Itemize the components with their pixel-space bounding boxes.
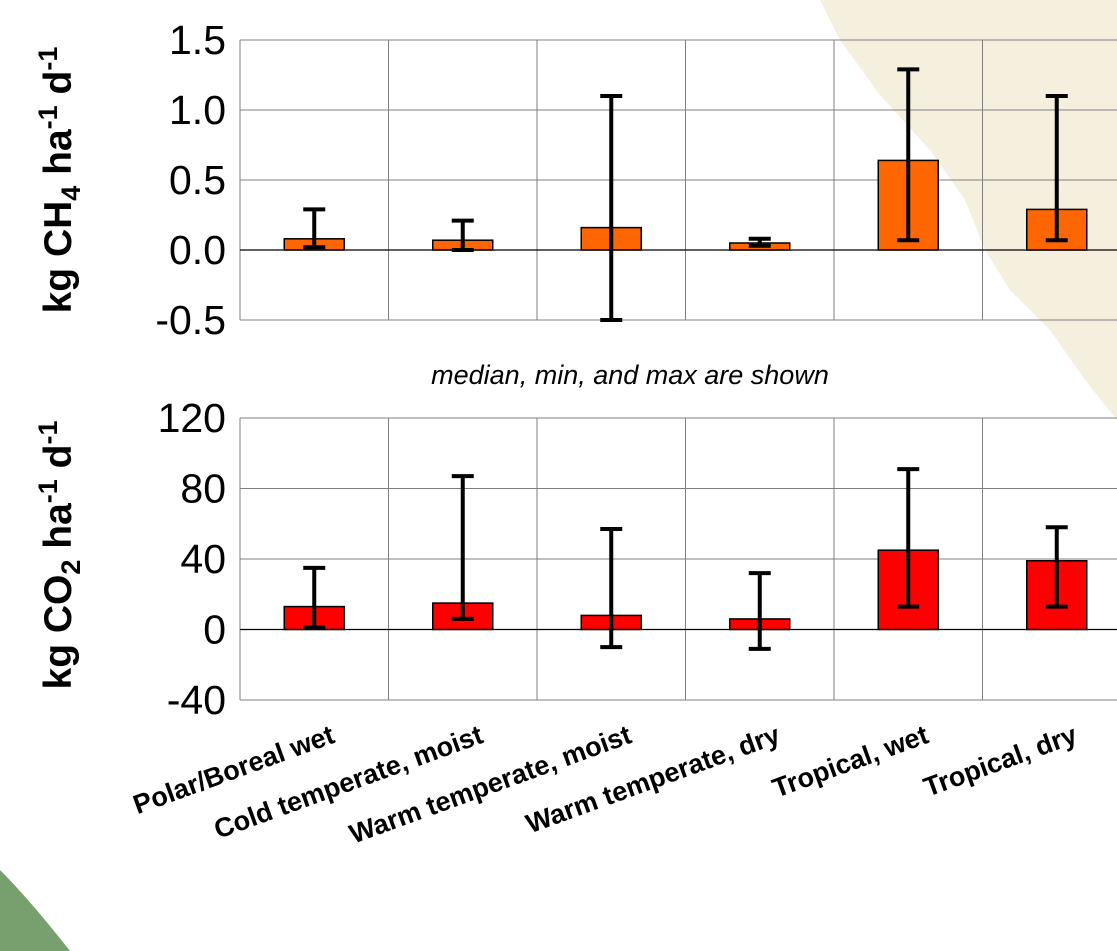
co2-ylabel-part: d bbox=[37, 445, 80, 480]
ch4-y-tick-label: -0.5 bbox=[155, 297, 226, 343]
co2-ylabel-part: ha bbox=[37, 503, 80, 560]
co2-ylabel-superscript: -1 bbox=[33, 421, 63, 445]
ch4-chart: -0.50.00.51.01.5 kg CH4 ha-1 d-1 bbox=[33, 17, 1117, 343]
background-land-shape bbox=[820, 0, 1117, 420]
co2-y-tick-label: 120 bbox=[158, 395, 226, 441]
ch4-ylabel-subscript: 4 bbox=[56, 186, 86, 201]
ch4-ylabel-superscript: -1 bbox=[33, 105, 63, 129]
ch4-error-bars bbox=[303, 67, 1068, 322]
co2-y-tick-label: -40 bbox=[167, 677, 226, 723]
co2-y-tick-label: 80 bbox=[180, 466, 226, 512]
x-category-label: Warm temperate, dry bbox=[522, 719, 784, 839]
chart-note: median, min, and max are shown bbox=[431, 360, 829, 390]
co2-ylabel-superscript: -1 bbox=[33, 479, 63, 503]
ch4-y-tick-label: 1.0 bbox=[169, 87, 226, 133]
co2-gridlines bbox=[239, 417, 1117, 701]
ch4-gridlines bbox=[239, 39, 1117, 321]
co2-y-tick-labels: -40 0 40 80 120 bbox=[158, 395, 226, 723]
ch4-ylabel-part: ha bbox=[37, 129, 80, 186]
co2-y-tick-label: 40 bbox=[180, 536, 226, 582]
background-land-accent bbox=[0, 870, 70, 951]
x-category-label: Warm temperate, moist bbox=[345, 719, 635, 849]
co2-ylabel-part: kg CO bbox=[37, 575, 80, 690]
x-category-label: Tropical, dry bbox=[920, 719, 1081, 802]
ch4-y-tick-label: 0.5 bbox=[169, 157, 226, 203]
ch4-y-tick-label: 1.5 bbox=[169, 17, 226, 63]
co2-y-axis-label: kg CO2 ha-1 d-1 bbox=[33, 421, 86, 690]
co2-ylabel-subscript: 2 bbox=[56, 560, 86, 575]
ch4-ylabel-part: d bbox=[37, 71, 80, 106]
ch4-ylabel-superscript: -1 bbox=[33, 47, 63, 71]
ch4-y-tick-label: 0.0 bbox=[169, 227, 226, 273]
co2-error-bars bbox=[303, 467, 1068, 651]
co2-y-tick-label: 0 bbox=[203, 607, 226, 653]
x-category-label: Tropical, wet bbox=[768, 719, 932, 803]
ch4-ylabel-part: kg CH bbox=[37, 201, 80, 314]
ch4-y-axis-label: kg CH4 ha-1 d-1 bbox=[33, 47, 86, 314]
ch4-y-tick-labels: -0.5 0.0 0.5 1.0 1.5 bbox=[155, 17, 226, 343]
